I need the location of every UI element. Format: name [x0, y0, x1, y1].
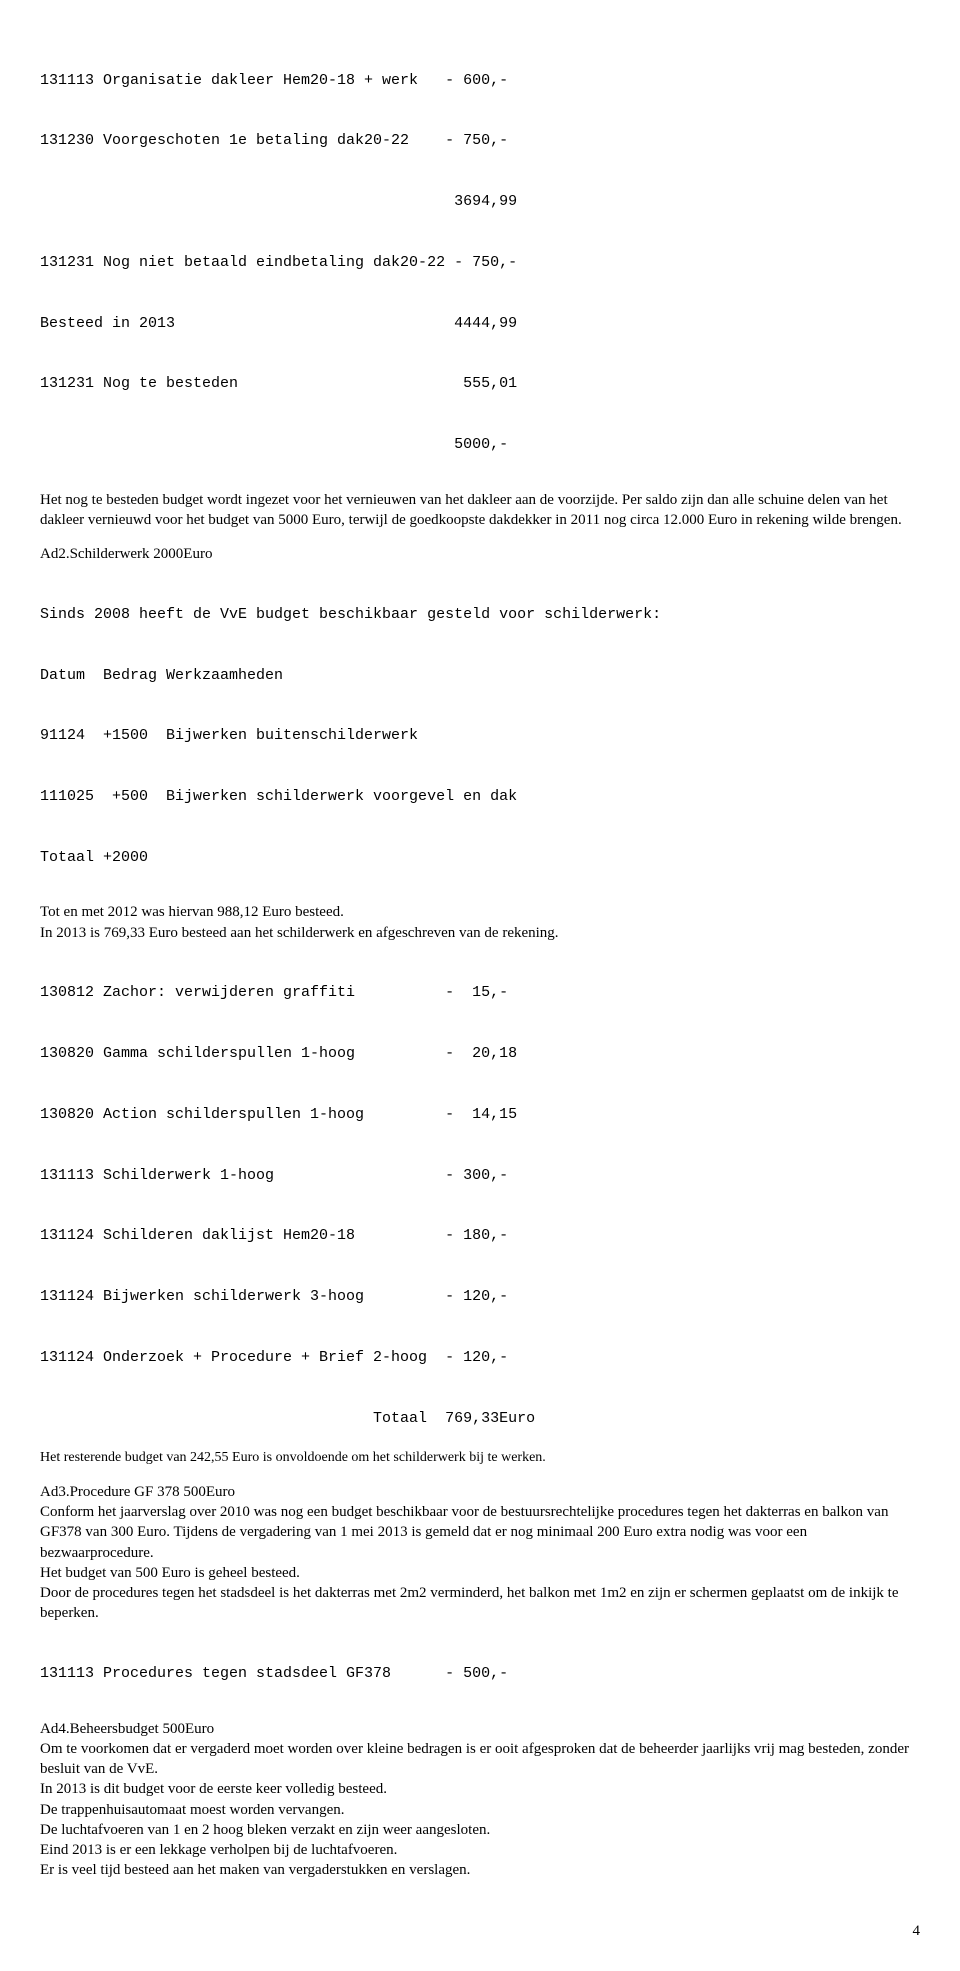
ad4-heading: Ad4.Beheersbudget 500Euro [40, 1719, 920, 1739]
ad4-p5: Eind 2013 is er een lekkage verholpen bi… [40, 1840, 920, 1860]
ledger-line: 130820 Gamma schilderspullen 1-hoog - 20… [40, 1044, 920, 1064]
ledger-line: 131113 Organisatie dakleer Hem20-18 + we… [40, 71, 920, 91]
page-number: 4 [40, 1921, 920, 1941]
ad2-pre-line: Totaal +2000 [40, 848, 920, 868]
ad2-pre-line: Sinds 2008 heeft de VvE budget beschikba… [40, 605, 920, 625]
ad3-p3: Door de procedures tegen het stadsdeel i… [40, 1583, 920, 1624]
ad2-line1: Tot en met 2012 was hiervan 988,12 Euro … [40, 902, 920, 922]
ledger-line: 130820 Action schilderspullen 1-hoog - 1… [40, 1105, 920, 1125]
ad2-pre-line: 91124 +1500 Bijwerken buitenschilderwerk [40, 726, 920, 746]
ledger-line: Totaal 769,33Euro [40, 1409, 920, 1429]
ledger-line: 131124 Onderzoek + Procedure + Brief 2-h… [40, 1348, 920, 1368]
ledger-line: 131230 Voorgeschoten 1e betaling dak20-2… [40, 131, 920, 151]
ad2-pre-block: Sinds 2008 heeft de VvE budget beschikba… [40, 564, 920, 888]
ad3-p1: Conform het jaarverslag over 2010 was no… [40, 1502, 920, 1563]
ad3-p2: Het budget van 500 Euro is geheel bestee… [40, 1563, 920, 1583]
ad2-note: Het resterende budget van 242,55 Euro is… [40, 1449, 920, 1468]
intro-paragraph: Het nog te besteden budget wordt ingezet… [40, 490, 920, 531]
ad2-heading: Ad2.Schilderwerk 2000Euro [40, 544, 920, 564]
ledger-line: 131231 Nog niet betaald eindbetaling dak… [40, 253, 920, 273]
ad2-pre-line: 111025 +500 Bijwerken schilderwerk voorg… [40, 787, 920, 807]
ledger-line: 130812 Zachor: verwijderen graffiti - 15… [40, 983, 920, 1003]
ad4-p3: De trappenhuisautomaat moest worden verv… [40, 1800, 920, 1820]
ad3-ledger: 131113 Procedures tegen stadsdeel GF378 … [40, 1624, 920, 1705]
ledger-line: 131231 Nog te besteden 555,01 [40, 374, 920, 394]
ledger-line: 131124 Schilderen daklijst Hem20-18 - 18… [40, 1226, 920, 1246]
ad4-p1: Om te voorkomen dat er vergaderd moet wo… [40, 1739, 920, 1780]
ad4-p2: In 2013 is dit budget voor de eerste kee… [40, 1779, 920, 1799]
ledger-line: 3694,99 [40, 192, 920, 212]
ad2-ledger: 130812 Zachor: verwijderen graffiti - 15… [40, 943, 920, 1449]
ad4-p6: Er is veel tijd besteed aan het maken va… [40, 1860, 920, 1880]
ledger-line: 131124 Bijwerken schilderwerk 3-hoog - 1… [40, 1287, 920, 1307]
ledger-line: Besteed in 2013 4444,99 [40, 314, 920, 334]
ad3-heading: Ad3.Procedure GF 378 500Euro [40, 1482, 920, 1502]
ad2-pre-line: Datum Bedrag Werkzaamheden [40, 666, 920, 686]
ad4-p4: De luchtafvoeren van 1 en 2 hoog bleken … [40, 1820, 920, 1840]
ad2-line2: In 2013 is 769,33 Euro besteed aan het s… [40, 923, 920, 943]
ledger-line: 131113 Schilderwerk 1-hoog - 300,- [40, 1166, 920, 1186]
ledger-line: 5000,- [40, 435, 920, 455]
ledger-line: 131113 Procedures tegen stadsdeel GF378 … [40, 1664, 920, 1684]
top-ledger: 131113 Organisatie dakleer Hem20-18 + we… [40, 30, 920, 476]
